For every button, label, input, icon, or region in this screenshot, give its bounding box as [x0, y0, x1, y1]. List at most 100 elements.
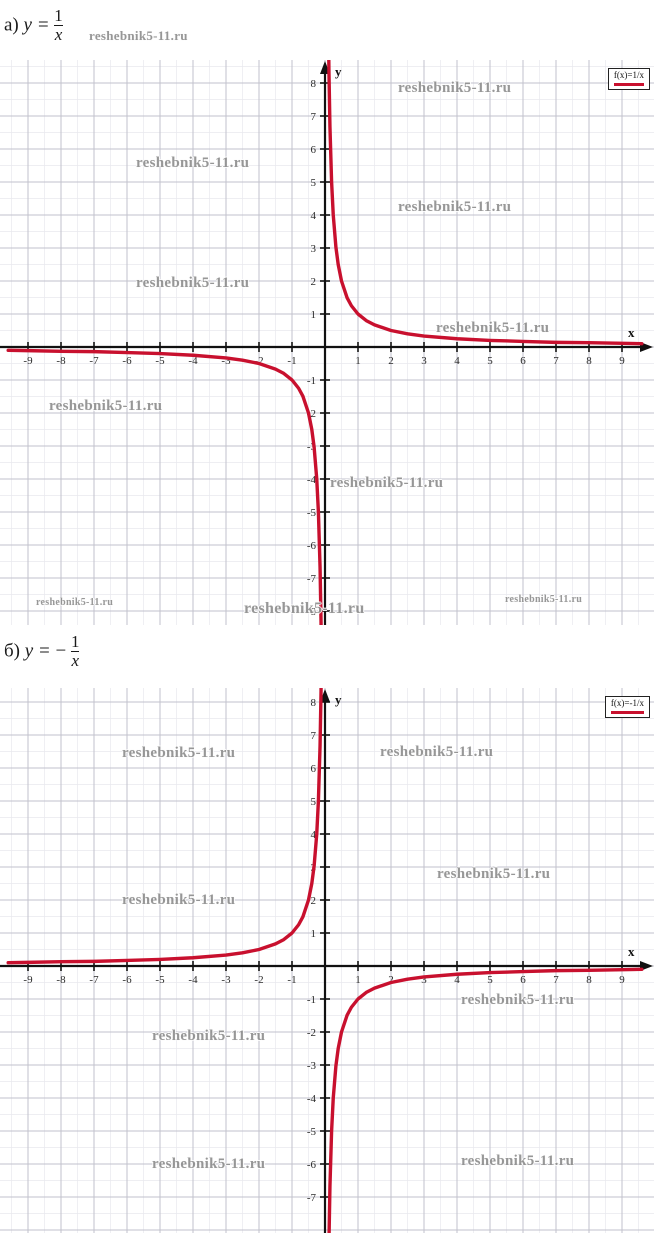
axis-label-x: x [628, 944, 635, 959]
svg-text:-4: -4 [188, 974, 198, 986]
svg-text:-8: -8 [307, 606, 317, 618]
watermark: reshebnik5-11.ru [461, 992, 575, 1008]
watermark: reshebnik5-11.ru [505, 594, 583, 605]
watermark: reshebnik5-11.ru [330, 475, 444, 491]
watermark: reshebnik5-11.ru [136, 155, 250, 171]
fraction-a: 1 x [54, 7, 63, 44]
svg-text:-2: -2 [254, 355, 263, 367]
watermark: reshebnik5-11.ru [436, 320, 550, 336]
watermark: reshebnik5-11.ru [89, 28, 188, 43]
svg-text:-6: -6 [122, 355, 132, 367]
chart-a: -9 -8 -7 -6 -5 -4 -3 -2 -1 1 2 3 4 5 6 7 8 9 1 2 3 4 5 6 7 8 -1 -2 -… [0, 60, 654, 625]
svg-text:3: 3 [421, 355, 427, 367]
legend-color-swatch [613, 83, 644, 86]
svg-text:4: 4 [454, 974, 460, 986]
svg-text:4: 4 [454, 355, 460, 367]
svg-text:-7: -7 [89, 355, 99, 367]
svg-text:-2: -2 [307, 1027, 316, 1039]
axis-label-y: y [335, 692, 342, 707]
svg-text:7: 7 [553, 974, 559, 986]
fraction-numerator-a: 1 [54, 6, 63, 25]
svg-text:-5: -5 [155, 974, 165, 986]
svg-text:5: 5 [311, 796, 317, 808]
svg-text:6: 6 [520, 974, 526, 986]
svg-text:-7: -7 [307, 573, 317, 585]
svg-text:2: 2 [311, 895, 317, 907]
svg-text:-6: -6 [122, 974, 132, 986]
svg-text:-8: -8 [56, 355, 66, 367]
svg-text:1: 1 [311, 928, 317, 940]
svg-text:5: 5 [311, 177, 317, 189]
axis-label-x: x [628, 325, 635, 340]
svg-text:-3: -3 [221, 355, 231, 367]
watermark: reshebnik5-11.ru [152, 1028, 266, 1044]
svg-text:-9: -9 [23, 355, 33, 367]
watermark: reshebnik5-11.ru [437, 866, 551, 882]
equation-lhs-a: y = [23, 14, 50, 36]
axis-label-y: y [335, 64, 342, 79]
svg-text:-1: -1 [307, 375, 316, 387]
svg-text:6: 6 [311, 763, 317, 775]
watermark: reshebnik5-11.ru [152, 1156, 266, 1172]
svg-text:7: 7 [311, 111, 317, 123]
svg-text:-3: -3 [307, 1060, 317, 1072]
watermark: reshebnik5-11.ru [398, 199, 512, 215]
fraction-denominator-a: x [54, 24, 63, 44]
legend-color-swatch [610, 711, 644, 714]
svg-text:-7: -7 [89, 974, 99, 986]
svg-text:8: 8 [311, 697, 317, 709]
watermark: reshebnik5-11.ru [49, 398, 163, 414]
svg-text:6: 6 [311, 144, 317, 156]
svg-text:2: 2 [311, 276, 317, 288]
svg-text:-1: -1 [287, 974, 296, 986]
heading-b: б) y = − 1 x [4, 633, 80, 671]
svg-text:7: 7 [553, 355, 559, 367]
chart-b: -9 -8 -7 -6 -5 -4 -3 -2 -1 1 2 3 4 5 6 7 8 9 1 2 3 4 5 6 7 8 -1 -2-… [0, 688, 654, 1233]
svg-text:3: 3 [421, 974, 427, 986]
svg-text:-6: -6 [307, 540, 317, 552]
chart-legend: f(x)=1/x [607, 68, 650, 90]
svg-text:-9: -9 [23, 974, 33, 986]
legend-label: f(x)=1/x [613, 70, 644, 80]
svg-text:5: 5 [487, 355, 493, 367]
svg-text:4: 4 [311, 829, 317, 841]
svg-text:-4: -4 [188, 355, 198, 367]
svg-text:5: 5 [487, 974, 493, 986]
svg-text:2: 2 [388, 355, 394, 367]
svg-text:-5: -5 [155, 355, 165, 367]
watermark: reshebnik5-11.ru [36, 597, 114, 608]
svg-text:2: 2 [388, 974, 394, 986]
svg-text:-3: -3 [221, 974, 231, 986]
svg-text:-3: -3 [307, 441, 317, 453]
svg-text:-1: -1 [307, 994, 316, 1006]
watermark: reshebnik5-11.ru [136, 275, 250, 291]
chart-legend: f(x)=-1/x [604, 696, 650, 718]
watermark: reshebnik5-11.ru [122, 892, 236, 908]
fraction-b: 1 x [70, 633, 80, 670]
svg-text:7: 7 [311, 730, 317, 742]
svg-text:-4: -4 [307, 474, 317, 486]
watermark: reshebnik5-11.ru [380, 744, 494, 760]
watermark: reshebnik5-11.ru [398, 80, 512, 96]
item-marker-a: а) [4, 14, 19, 36]
svg-text:-1: -1 [287, 355, 296, 367]
svg-text:-4: -4 [307, 1093, 317, 1105]
svg-text:-6: -6 [307, 1159, 317, 1171]
svg-text:1: 1 [311, 309, 317, 321]
svg-text:8: 8 [586, 974, 592, 986]
equation-sign-b: − [55, 640, 67, 662]
svg-text:1: 1 [355, 974, 361, 986]
fraction-denominator-b: x [70, 650, 80, 670]
svg-text:-5: -5 [307, 507, 317, 519]
svg-text:4: 4 [311, 210, 317, 222]
svg-text:-8: -8 [56, 974, 66, 986]
watermark: reshebnik5-11.ru [122, 745, 236, 761]
svg-text:9: 9 [619, 974, 625, 986]
heading-a: а) y = 1 x [4, 7, 63, 45]
watermark: reshebnik5-11.ru [244, 600, 365, 617]
item-marker-b: б) [4, 640, 20, 662]
watermark: reshebnik5-11.ru [461, 1153, 575, 1169]
svg-text:-5: -5 [307, 1126, 317, 1138]
svg-text:8: 8 [586, 355, 592, 367]
svg-text:6: 6 [520, 355, 526, 367]
